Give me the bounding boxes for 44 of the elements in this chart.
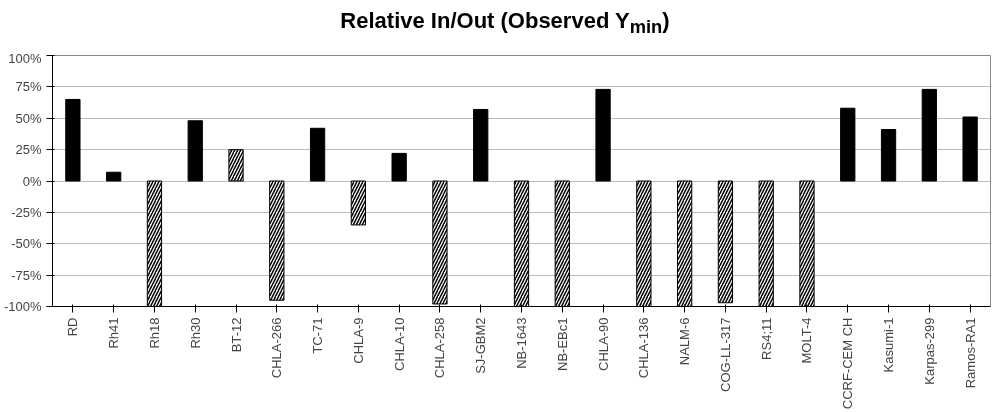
bar (65, 98, 81, 182)
x-tick-label: NALM-6 (677, 317, 693, 366)
bar (473, 108, 489, 182)
bar (840, 107, 856, 182)
bar (391, 152, 407, 182)
x-tick-label: NB-EBc1 (554, 317, 570, 371)
bar (106, 171, 122, 182)
y-tick-label: -75% (11, 267, 42, 283)
x-tick-label: CHLA-266 (269, 317, 285, 379)
x-tick-label: BT-12 (228, 317, 244, 353)
y-tick-label: 50% (15, 110, 42, 126)
x-tick-label: CHLA-9 (350, 317, 366, 364)
x-tick-label: Ramos-RA1 (962, 317, 978, 389)
x-tick-label: CHLA-10 (391, 317, 407, 371)
y-tick-label: -100% (3, 299, 42, 314)
x-tick-label: CHLA-258 (432, 317, 448, 379)
y-tick-label: 75% (15, 79, 42, 95)
x-tick-label: MOLT-4 (799, 317, 815, 364)
bar (309, 127, 326, 182)
x-tick-label: RS4;11 (758, 317, 774, 360)
x-tick-label: TC-71 (310, 317, 326, 354)
x-tick-label: CHLA-90 (595, 317, 611, 371)
x-tick-label: CHLA-136 (636, 317, 652, 379)
x-tick-label: RD (65, 317, 81, 337)
bar (187, 120, 203, 182)
y-tick-label: 25% (15, 142, 42, 158)
x-tick-label: Rh41 (106, 317, 122, 349)
y-tick-label: 100% (8, 50, 42, 66)
bar (921, 88, 937, 182)
y-tick-label: -50% (11, 236, 42, 252)
x-tick-label: Karpas-299 (921, 317, 937, 385)
x-tick-label: Rh30 (187, 317, 203, 349)
bar (962, 116, 978, 182)
x-tick-label: COG-LL-317 (717, 317, 733, 392)
x-tick-label: Kasumi-1 (881, 317, 897, 373)
x-tick-label: CCRF-CEM CH (840, 317, 856, 410)
x-tick-label: NB-1643 (514, 317, 529, 369)
x-tick-label: Rh18 (146, 317, 162, 349)
bar (595, 88, 611, 182)
y-tick-label: -25% (11, 204, 42, 220)
chart-title: Relative In/Out (Observed Y$_{min}$) (340, 7, 670, 40)
bar (880, 129, 897, 182)
y-tick-label: 0% (22, 173, 42, 189)
x-tick-label: SJ-GBM2 (473, 317, 489, 374)
